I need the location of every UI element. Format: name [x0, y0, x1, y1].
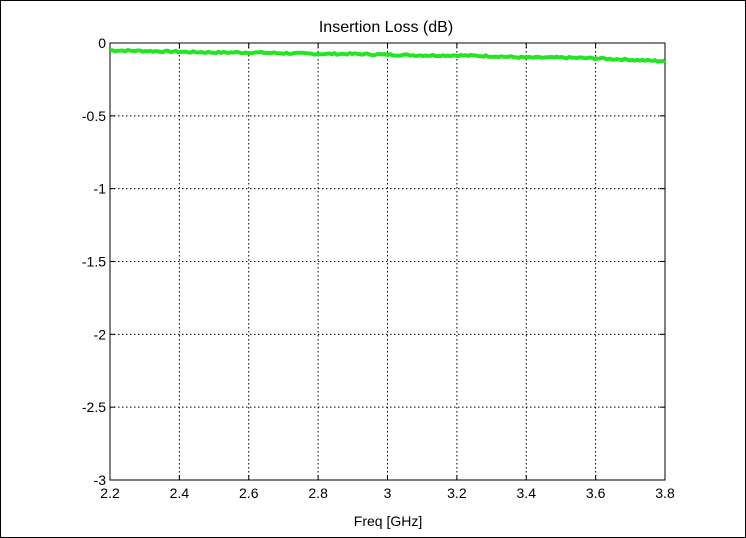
y-tick-label: -0.5 [82, 108, 106, 124]
x-tick-label: 3 [384, 485, 392, 501]
x-tick-label: 2.6 [239, 485, 259, 501]
y-tick-label: -2.5 [82, 399, 106, 415]
axis-ticks: 2.2 2.4 2.6 2.8 3 3.2 3.4 3.6 3.8 0 -0.5 -1 -1.5 -2 -2… [82, 35, 675, 501]
x-tick-label: 3.6 [586, 485, 606, 501]
series-layer [109, 48, 666, 64]
x-tick-label: 2.8 [308, 485, 328, 501]
y-tick-label: -3 [94, 472, 107, 488]
y-tick-label: -1.5 [82, 254, 106, 270]
series-line [109, 48, 666, 64]
chart-title: Insertion Loss (dB) [319, 19, 453, 36]
x-axis-label: Freq [GHz] [354, 513, 422, 529]
y-tick-label: -1 [94, 181, 107, 197]
y-tick-label: -2 [94, 326, 107, 342]
x-tick-label: 3.8 [655, 485, 675, 501]
x-tick-label: 3.2 [447, 485, 467, 501]
x-tick-label: 2.2 [100, 485, 120, 501]
x-tick-label: 3.4 [517, 485, 537, 501]
x-tick-label: 2.4 [170, 485, 190, 501]
y-tick-label: 0 [98, 35, 106, 51]
grid [110, 43, 665, 480]
